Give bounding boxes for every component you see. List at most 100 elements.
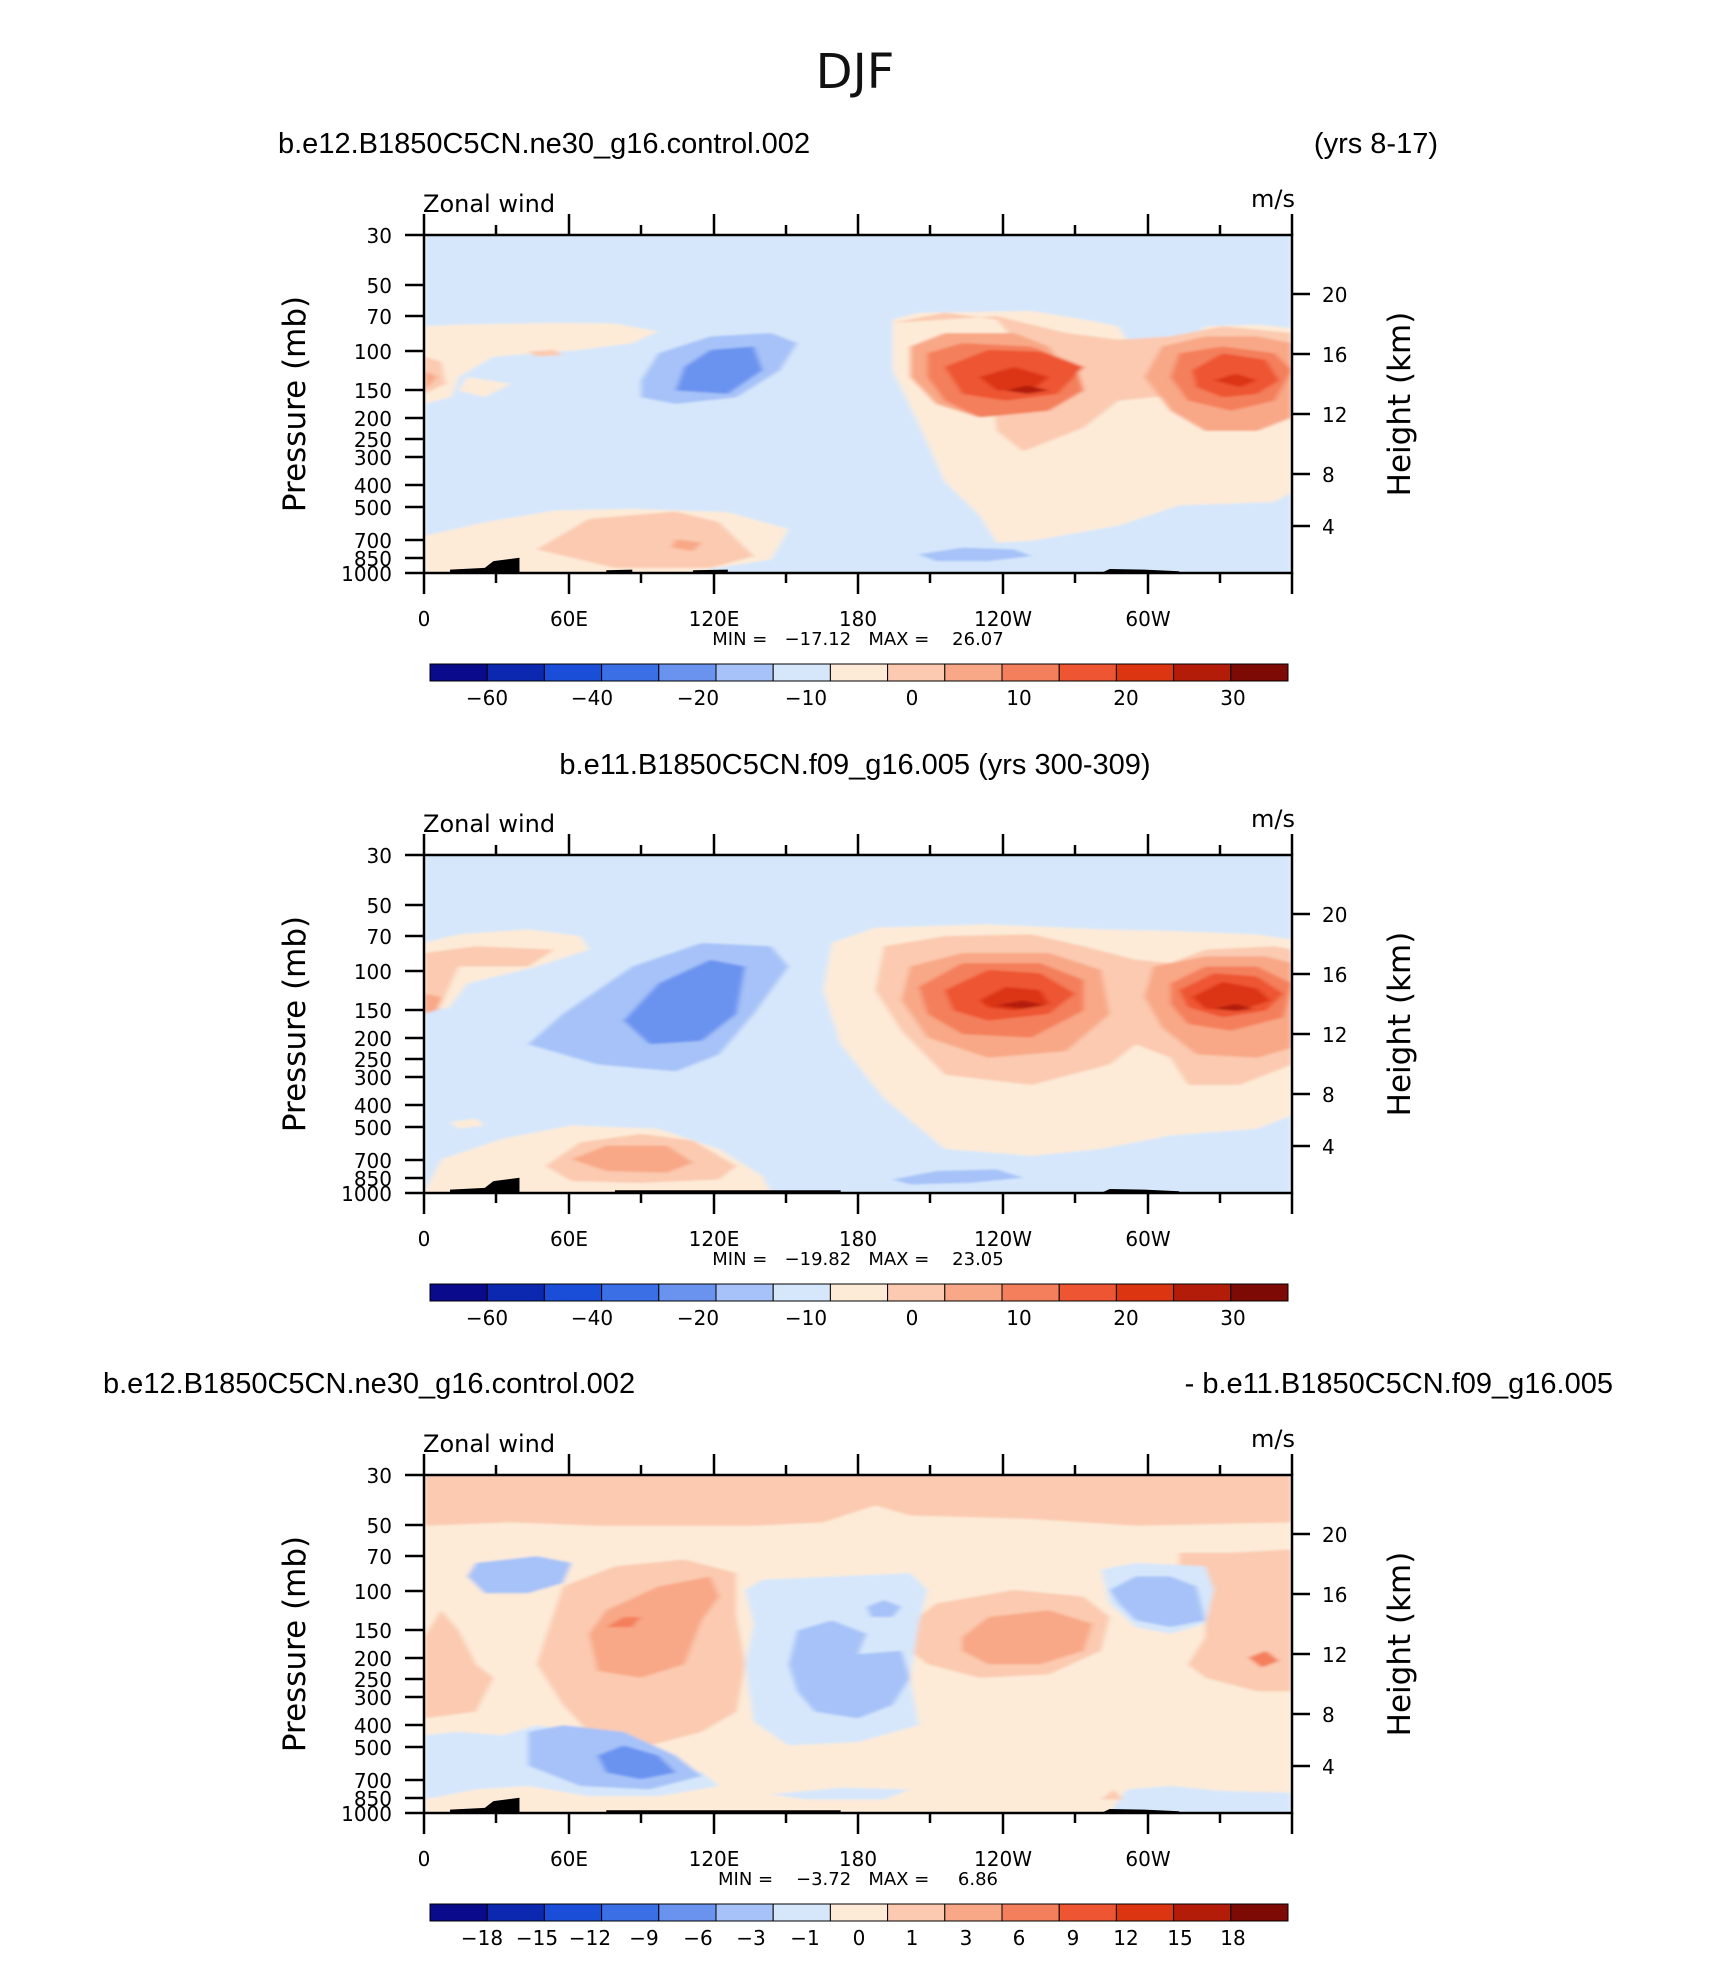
panel-2-ytick: 300 bbox=[354, 1066, 392, 1090]
panel-2-ytick: 200 bbox=[354, 1027, 392, 1051]
colorbar-swatch bbox=[486, 1283, 545, 1302]
panel-3-xtick: 0 bbox=[418, 1847, 431, 1871]
panel-2-ytick: 70 bbox=[367, 925, 392, 949]
colorbar-swatch bbox=[715, 1903, 774, 1922]
colorbar-swatch bbox=[1230, 1283, 1289, 1302]
panel-2-ytick-right: 12 bbox=[1322, 1023, 1347, 1047]
colorbar-swatch bbox=[1001, 1903, 1060, 1922]
panel-3-ytick: 400 bbox=[354, 1714, 392, 1738]
panel-3-variable-label: Zonal wind bbox=[423, 1430, 555, 1458]
panel-2: b.e11.B1850C5CN.f09_g16.005 (yrs 300-309… bbox=[277, 749, 1418, 1330]
panel-2-colorbar-label: 20 bbox=[1113, 1306, 1138, 1330]
panel-3-colorbar-label: 6 bbox=[1013, 1926, 1026, 1950]
panel-2-ytick: 850 bbox=[354, 1167, 392, 1191]
panel-3-min-max: MIN = −3.72 MAX = 6.86 bbox=[718, 1869, 998, 1890]
panel-3-colorbar-label: 0 bbox=[853, 1926, 866, 1950]
panel-2-ylabel-right: Height (km) bbox=[1382, 932, 1418, 1117]
panel-3-colorbar-label: 3 bbox=[960, 1926, 973, 1950]
panel-1-colorbar-label: −10 bbox=[785, 686, 827, 710]
panel-1-ylabel: Pressure (mb) bbox=[277, 296, 313, 512]
panel-2-ytick: 400 bbox=[354, 1094, 392, 1118]
colorbar-swatch bbox=[486, 1903, 545, 1922]
colorbar-swatch bbox=[829, 1283, 889, 1302]
panel-2-colorbar-label: 0 bbox=[906, 1306, 919, 1330]
panel-3-ytick: 50 bbox=[367, 1514, 392, 1538]
panel-3-ytick: 700 bbox=[354, 1769, 392, 1793]
colorbar-swatch bbox=[1173, 1283, 1232, 1302]
panel-1-ytick-right: 20 bbox=[1322, 283, 1347, 307]
panel-2-colorbar-label: −20 bbox=[677, 1306, 719, 1330]
colorbar-swatch bbox=[1115, 1283, 1175, 1302]
panel-2-ytick: 500 bbox=[354, 1116, 392, 1140]
panel-1-ytick: 500 bbox=[354, 496, 392, 520]
colorbar-swatch bbox=[1115, 1903, 1175, 1922]
panel-1-xtick: 180 bbox=[839, 607, 877, 631]
colorbar-swatch bbox=[829, 1903, 889, 1922]
panel-1-ytick: 50 bbox=[367, 274, 392, 298]
panel-1-colorbar-label: 20 bbox=[1113, 686, 1138, 710]
colorbar-swatch bbox=[658, 1903, 717, 1922]
panel-2-ytick-right: 8 bbox=[1322, 1083, 1335, 1107]
panel-1-xtick: 60W bbox=[1125, 607, 1170, 631]
panel-3-ytick: 200 bbox=[354, 1647, 392, 1671]
colorbar-swatch bbox=[944, 663, 1003, 682]
panel-2-xtick: 120E bbox=[689, 1227, 740, 1251]
panel-3-ylabel: Pressure (mb) bbox=[277, 1536, 313, 1752]
panel-1-xtick: 120W bbox=[974, 607, 1032, 631]
colorbar-swatch bbox=[944, 1903, 1003, 1922]
panel-1-ytick-right: 4 bbox=[1322, 515, 1335, 539]
panel-2-xtick: 60E bbox=[550, 1227, 588, 1251]
panel-2-colorbar-label: −40 bbox=[571, 1306, 613, 1330]
colorbar-swatch bbox=[486, 663, 545, 682]
colorbar-swatch bbox=[1230, 1903, 1289, 1922]
colorbar-swatch bbox=[772, 663, 831, 682]
panel-3-xtick: 60E bbox=[550, 1847, 588, 1871]
panel-2-ytick: 100 bbox=[354, 960, 392, 984]
panel-3-units-label: m/s bbox=[1251, 1425, 1295, 1453]
panel-3-xtick: 120W bbox=[974, 1847, 1032, 1871]
panel-2-colorbar-label: 30 bbox=[1220, 1306, 1245, 1330]
panel-3-colorbar-label: −12 bbox=[569, 1926, 611, 1950]
panel-1-xtick: 0 bbox=[418, 607, 431, 631]
panel-3-ytick-right: 16 bbox=[1322, 1583, 1347, 1607]
colorbar-swatch bbox=[601, 1903, 660, 1922]
panel-2-ylabel: Pressure (mb) bbox=[277, 916, 313, 1132]
panel-2-ytick-right: 4 bbox=[1322, 1135, 1335, 1159]
colorbar-swatch bbox=[1001, 663, 1060, 682]
panel-1-colorbar-label: −40 bbox=[571, 686, 613, 710]
panel-2-xtick: 0 bbox=[418, 1227, 431, 1251]
panel-3-xtick: 120E bbox=[689, 1847, 740, 1871]
panel-1-ylabel-right: Height (km) bbox=[1382, 312, 1418, 497]
colorbar-swatch bbox=[944, 1283, 1003, 1302]
panel-1-ytick: 850 bbox=[354, 547, 392, 571]
panel-3-colorbar-label: −1 bbox=[790, 1926, 819, 1950]
colorbar-swatch bbox=[772, 1283, 831, 1302]
panel-2-colorbar bbox=[429, 1283, 1289, 1302]
colorbar-swatch bbox=[715, 663, 774, 682]
panel-3-ytick-right: 12 bbox=[1322, 1643, 1347, 1667]
colorbar-swatch bbox=[1115, 663, 1175, 682]
panel-3-ytick: 250 bbox=[354, 1668, 392, 1692]
panel-2-ytick-right: 16 bbox=[1322, 963, 1347, 987]
panel-3-colorbar-label: 9 bbox=[1067, 1926, 1080, 1950]
panel-3-ytick: 850 bbox=[354, 1787, 392, 1811]
panel-3-ytick: 500 bbox=[354, 1736, 392, 1760]
colorbar-swatch bbox=[1001, 1283, 1060, 1302]
panel-3-colorbar-label: −15 bbox=[516, 1926, 558, 1950]
panel-3-colorbar-label: 18 bbox=[1220, 1926, 1245, 1950]
colorbar-swatch bbox=[601, 663, 660, 682]
panel-2-ytick: 700 bbox=[354, 1149, 392, 1173]
panel-3-xtick: 180 bbox=[839, 1847, 877, 1871]
panel-3-ylabel-right: Height (km) bbox=[1382, 1552, 1418, 1737]
panel-3-xtick: 60W bbox=[1125, 1847, 1170, 1871]
panel-2-units-label: m/s bbox=[1251, 805, 1295, 833]
panel-2-xtick: 180 bbox=[839, 1227, 877, 1251]
panel-1-min-max: MIN = −17.12 MAX = 26.07 bbox=[712, 629, 1003, 650]
panel-2-xtick: 120W bbox=[974, 1227, 1032, 1251]
colorbar-swatch bbox=[1173, 1903, 1232, 1922]
panel-1-units-label: m/s bbox=[1251, 185, 1295, 213]
colorbar-swatch bbox=[429, 1903, 488, 1922]
panel-1-ytick: 200 bbox=[354, 407, 392, 431]
panel-3-colorbar-label: −18 bbox=[461, 1926, 503, 1950]
panel-3-ytick-right: 20 bbox=[1322, 1523, 1347, 1547]
